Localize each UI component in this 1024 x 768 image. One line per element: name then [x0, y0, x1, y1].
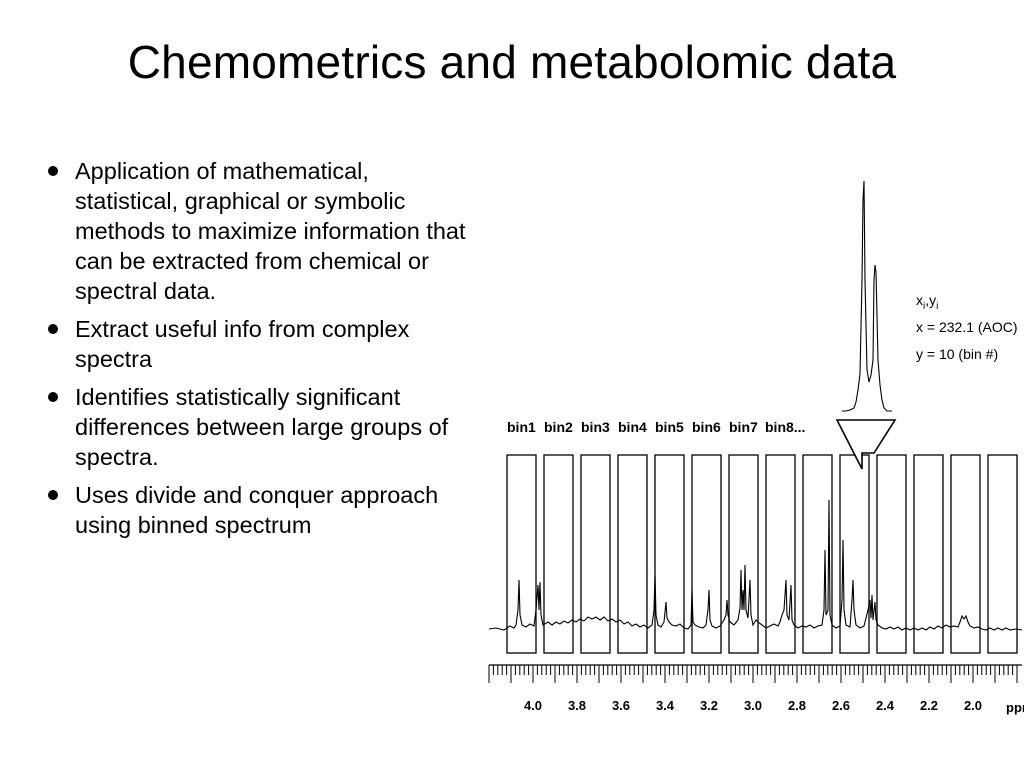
bullet-text: Extract useful info from complex spectra — [75, 316, 410, 372]
bin-box — [617, 454, 648, 654]
tick-label: 4.0 — [524, 698, 542, 713]
bullet-list: Application of mathematical, statistical… — [42, 156, 472, 548]
bullet-dot-icon — [48, 166, 58, 176]
bin-label: bin5 — [655, 419, 684, 435]
ppm-axis: 4.0 3.8 3.6 3.4 3.2 3.0 2.8 2.6 2.4 2.2 … — [488, 664, 1024, 715]
tick-label: 2.2 — [920, 698, 938, 713]
binned-spectrum-figure: bin1 bin2 bin3 bin4 bin5 bin6 bin7 bin8.… — [486, 170, 1024, 730]
bullet-item: Application of mathematical, statistical… — [42, 156, 472, 306]
bin-label: bin2 — [544, 419, 573, 435]
axis-ticks — [488, 665, 1018, 683]
spectrum-svg: bin1 bin2 bin3 bin4 bin5 bin6 bin7 bin8.… — [488, 180, 1024, 715]
bin-label: bin6 — [692, 419, 721, 435]
bin-box — [765, 454, 796, 654]
tick-label: 2.6 — [832, 698, 850, 713]
bin-box — [913, 454, 944, 654]
tick-label: 3.6 — [612, 698, 630, 713]
bin-label: bin4 — [618, 419, 647, 435]
bin-box — [802, 454, 833, 654]
bullet-dot-icon — [48, 490, 58, 500]
bin-boxes — [506, 454, 1018, 654]
bin-box — [506, 454, 537, 654]
bin-box — [580, 454, 611, 654]
tick-label: 3.2 — [700, 698, 718, 713]
bin-label: bin7 — [729, 419, 758, 435]
bin-box — [543, 454, 574, 654]
bullet-text: Identifies statistically significant dif… — [75, 384, 449, 470]
bullet-text: Uses divide and conquer approach using b… — [75, 482, 439, 538]
annotation: xi,yi x = 232.1 (AOC) y = 10 (bin #) — [916, 292, 1018, 362]
bin-box — [691, 454, 722, 654]
bullet-item: Extract useful info from complex spectra — [42, 314, 472, 374]
zoomed-peak — [842, 180, 892, 412]
tick-label: 3.0 — [744, 698, 762, 713]
tick-label: 3.4 — [656, 698, 675, 713]
bullet-item: Identifies statistically significant dif… — [42, 382, 472, 472]
slide-title: Chemometrics and metabolomic data — [127, 36, 897, 88]
annotation-line-3: y = 10 (bin #) — [916, 346, 998, 362]
bin-box — [654, 454, 685, 654]
tick-label: 2.8 — [788, 698, 806, 713]
bullet-dot-icon — [48, 392, 58, 402]
bin-label: bin1 — [507, 419, 536, 435]
bin-labels: bin1 bin2 bin3 bin4 bin5 bin6 bin7 bin8.… — [507, 419, 805, 435]
bin-label: bin8... — [765, 419, 805, 435]
spectrum-trace — [488, 499, 1023, 631]
bin-box — [987, 454, 1018, 654]
bullet-item: Uses divide and conquer approach using b… — [42, 480, 472, 540]
tick-label: 2.4 — [876, 698, 895, 713]
tick-label: 3.8 — [568, 698, 586, 713]
down-arrow-icon — [835, 419, 897, 470]
bin-box — [876, 454, 907, 654]
bullet-text: Application of mathematical, statistical… — [75, 158, 466, 304]
bullet-dot-icon — [48, 324, 58, 334]
annotation-line-2: x = 232.1 (AOC) — [916, 319, 1018, 335]
axis-unit-label: ppm — [1006, 700, 1024, 715]
bin-label: bin3 — [581, 419, 610, 435]
bin-box — [728, 454, 759, 654]
annotation-line-1: xi,yi — [916, 292, 938, 312]
tick-label: 2.0 — [964, 698, 982, 713]
bin-box — [950, 454, 981, 654]
